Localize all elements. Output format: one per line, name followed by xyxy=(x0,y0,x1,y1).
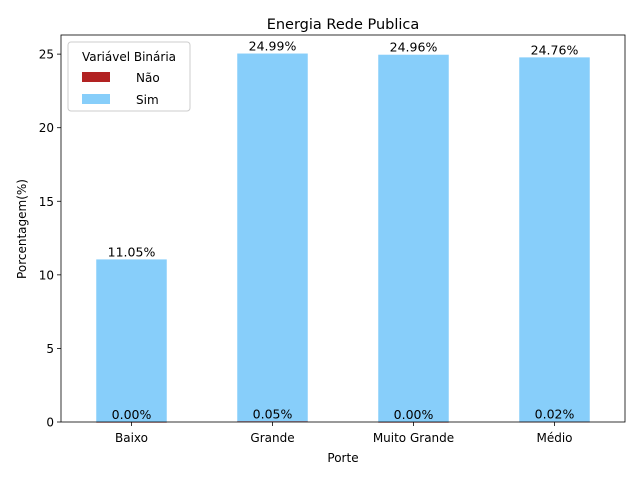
y-tick-label: 10 xyxy=(39,268,54,282)
bar-sim-2 xyxy=(378,54,449,422)
legend: Variável Binária Não Sim xyxy=(67,41,191,112)
legend-box xyxy=(67,41,191,112)
y-tick-label: 5 xyxy=(46,342,54,356)
plot-frame xyxy=(60,34,626,423)
x-tick-label: Baixo xyxy=(115,431,148,445)
data-label: 0.02% xyxy=(535,407,575,422)
data-label: 24.96% xyxy=(390,40,438,55)
data-label: 0.05% xyxy=(253,406,293,421)
legend-swatch-não xyxy=(82,72,110,82)
y-axis-label: Porcentagem(%) xyxy=(15,179,29,279)
axes-layer xyxy=(60,34,626,423)
bar-sim-1 xyxy=(237,53,308,422)
bar-sim-3 xyxy=(519,57,590,422)
legend-label: Não xyxy=(136,71,160,85)
data-label: 24.76% xyxy=(531,42,579,57)
legend-label: Sim xyxy=(136,93,159,107)
bar-sim-0 xyxy=(96,259,167,422)
x-ticks-layer: Baixo Grande Muito Grande Médio xyxy=(115,422,573,445)
y-tick-label: 20 xyxy=(39,121,54,135)
legend-title: Variável Binária xyxy=(82,50,176,64)
x-tick-label: Médio xyxy=(536,431,572,445)
legend-swatch-sim xyxy=(82,94,110,104)
data-label: 11.05% xyxy=(108,244,156,259)
y-tick-label: 15 xyxy=(39,195,54,209)
y-ticks-layer: 0 5 10 15 20 25 xyxy=(39,48,61,430)
chart-title: Energia Rede Publica xyxy=(267,17,420,33)
legend-items: Não Sim xyxy=(82,71,160,107)
data-labels-layer: 0.00% 11.05% 0.05% 24.99% 0.00% 24.96% 0.02% 24… xyxy=(108,39,579,422)
data-label: 24.99% xyxy=(249,39,297,54)
y-tick-label: 25 xyxy=(39,48,54,62)
x-tick-label: Muito Grande xyxy=(373,431,454,445)
bars-layer xyxy=(96,53,590,423)
data-label: 0.00% xyxy=(112,407,152,422)
y-tick-label: 0 xyxy=(46,416,54,430)
x-axis-label: Porte xyxy=(327,451,358,465)
x-tick-label: Grande xyxy=(250,431,294,445)
data-label: 0.00% xyxy=(394,407,434,422)
